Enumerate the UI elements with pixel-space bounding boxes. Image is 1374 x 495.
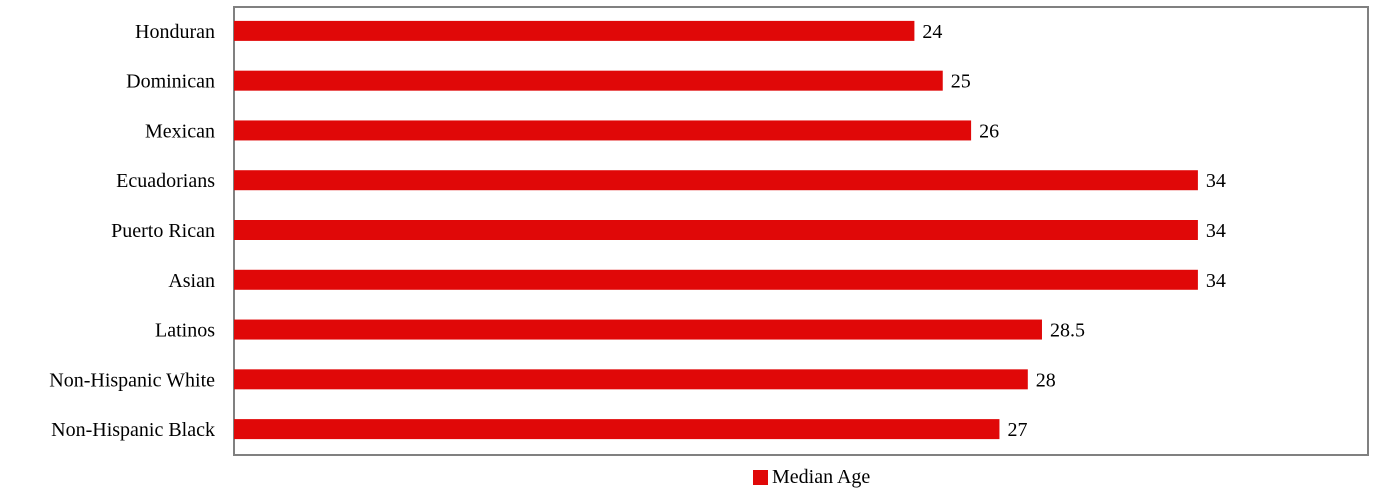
data-label: 34 <box>1206 220 1226 242</box>
category-label: Non-Hispanic Black <box>51 419 215 441</box>
category-label: Asian <box>168 270 215 292</box>
bar-mexican <box>234 120 972 141</box>
data-label: 26 <box>979 120 999 142</box>
legend-swatch-median-age <box>753 470 768 485</box>
category-label: Non-Hispanic White <box>49 369 215 391</box>
category-label: Puerto Rican <box>111 220 215 242</box>
bar-ecuadorians <box>234 170 1198 191</box>
legend: Median Age <box>753 466 870 489</box>
bar-asian <box>234 269 1198 290</box>
legend-label-median-age: Median Age <box>772 466 871 488</box>
data-label: 27 <box>1007 419 1027 441</box>
bars-layer <box>234 20 1198 440</box>
data-label: 24 <box>922 21 942 43</box>
bar-non-hispanic-black <box>234 419 1000 440</box>
bar-honduran <box>234 20 915 41</box>
category-label: Dominican <box>126 71 215 93</box>
data-label: 25 <box>951 71 971 93</box>
bar-puerto-rican <box>234 220 1198 240</box>
category-label: Latinos <box>155 320 215 342</box>
data-label: 34 <box>1206 170 1226 192</box>
data-label: 34 <box>1206 270 1226 292</box>
data-label: 28 <box>1036 369 1056 391</box>
bar-non-hispanic-white <box>234 369 1028 390</box>
category-label: Honduran <box>135 21 215 43</box>
category-label: Ecuadorians <box>116 170 215 192</box>
bar-dominican <box>234 70 943 91</box>
bar-latinos <box>234 319 1042 340</box>
value-labels: 24 25 26 34 34 34 28.5 28 27 <box>922 21 1226 441</box>
data-label: 28.5 <box>1050 320 1085 342</box>
category-labels: Honduran Dominican Mexican Ecuadorians Puert… <box>49 21 215 441</box>
category-label: Mexican <box>145 120 215 142</box>
